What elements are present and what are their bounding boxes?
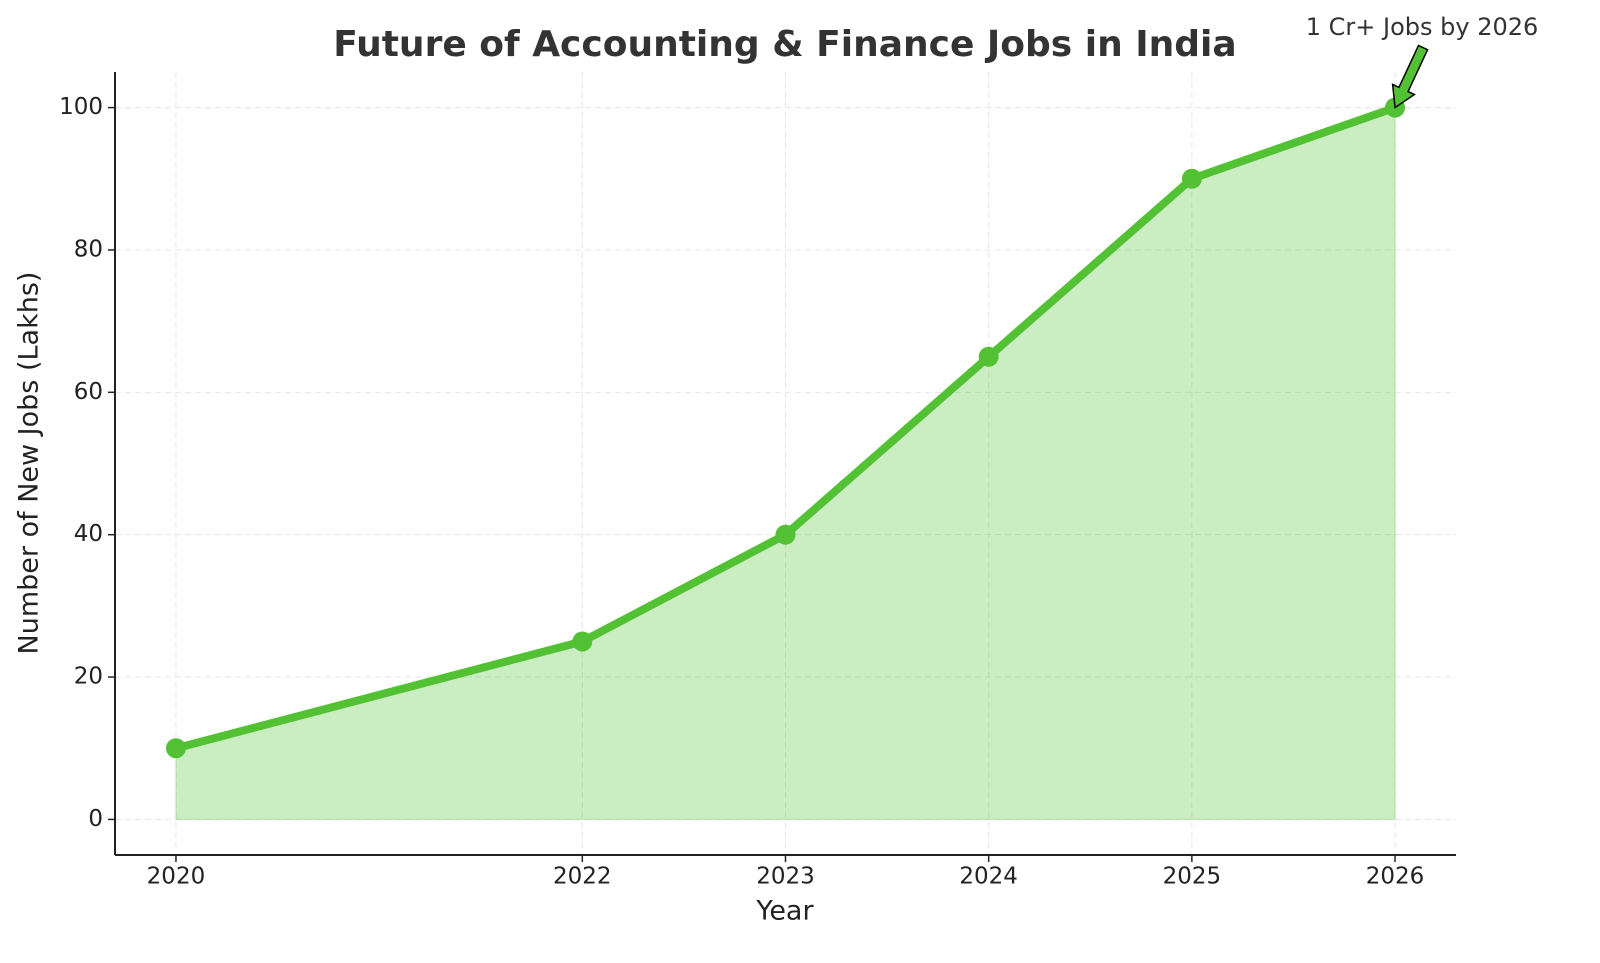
y-tick-label: 100 xyxy=(59,94,103,120)
point xyxy=(775,524,796,545)
y-tick-label: 0 xyxy=(88,806,103,832)
x-tick-label: 2022 xyxy=(553,864,612,890)
annotation-arrow xyxy=(1391,44,1429,109)
y-tick-label: 80 xyxy=(74,236,103,262)
point xyxy=(165,738,186,759)
point xyxy=(1181,168,1202,189)
point xyxy=(572,631,593,652)
x-tick-label: 2026 xyxy=(1366,864,1425,890)
y-tick-label: 40 xyxy=(74,521,103,547)
y-tick-label: 20 xyxy=(74,664,103,690)
x-axis-label: Year xyxy=(755,896,814,927)
y-axis-label: Number of New Jobs (Lakhs) xyxy=(14,272,45,655)
x-tick-label: 2024 xyxy=(959,864,1018,890)
x-tick-label: 2023 xyxy=(756,864,815,890)
point xyxy=(978,346,999,367)
annotation: 1 Cr+ Jobs by 2026 xyxy=(1306,13,1539,41)
x-tick-label: 2025 xyxy=(1163,864,1222,890)
x-tick-label: 2020 xyxy=(147,864,206,890)
chart-title: Future of Accounting & Finance Jobs in I… xyxy=(333,24,1236,65)
line xyxy=(174,103,1397,753)
y-tick-label: 60 xyxy=(74,379,103,405)
